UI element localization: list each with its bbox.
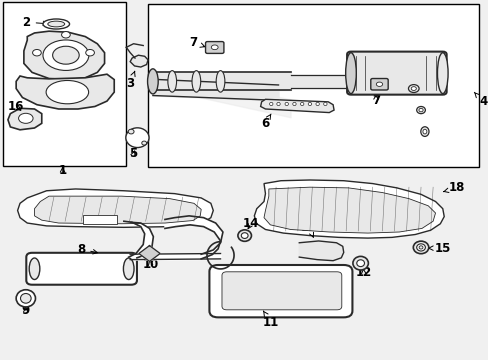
Text: 14: 14 (242, 217, 259, 230)
Bar (82, 215, 117, 224)
Ellipse shape (285, 102, 288, 105)
Ellipse shape (420, 127, 428, 136)
Bar (3, 3, 126, 166)
FancyBboxPatch shape (209, 265, 352, 318)
Polygon shape (264, 187, 435, 233)
Polygon shape (123, 221, 153, 258)
Text: 5: 5 (129, 147, 138, 160)
Polygon shape (16, 74, 114, 109)
Text: 13: 13 (300, 221, 316, 237)
Ellipse shape (323, 102, 326, 105)
FancyBboxPatch shape (205, 41, 224, 53)
Ellipse shape (43, 40, 89, 71)
Text: 16: 16 (7, 100, 24, 113)
Ellipse shape (422, 129, 426, 134)
Ellipse shape (345, 53, 356, 94)
Ellipse shape (269, 102, 272, 105)
Ellipse shape (147, 69, 158, 94)
Text: 9: 9 (21, 305, 30, 318)
Polygon shape (24, 31, 104, 80)
Ellipse shape (418, 246, 422, 249)
Text: 8: 8 (77, 243, 97, 256)
Ellipse shape (211, 45, 218, 50)
Polygon shape (18, 189, 213, 227)
Ellipse shape (352, 256, 367, 270)
Ellipse shape (241, 233, 247, 238)
Ellipse shape (20, 293, 31, 303)
Polygon shape (164, 216, 223, 259)
Ellipse shape (410, 87, 415, 90)
Ellipse shape (167, 71, 176, 92)
Text: 12: 12 (355, 266, 371, 279)
Polygon shape (130, 55, 148, 67)
Ellipse shape (48, 21, 64, 27)
Text: 4: 4 (473, 92, 486, 108)
Ellipse shape (276, 102, 280, 105)
Ellipse shape (416, 244, 425, 251)
Ellipse shape (29, 258, 40, 279)
Text: 7: 7 (189, 36, 204, 49)
FancyBboxPatch shape (370, 78, 387, 90)
Polygon shape (254, 180, 443, 238)
Ellipse shape (16, 290, 36, 307)
Ellipse shape (376, 82, 382, 86)
Ellipse shape (128, 129, 134, 134)
Text: 1: 1 (59, 164, 66, 177)
Ellipse shape (315, 102, 319, 105)
Polygon shape (260, 99, 333, 113)
Ellipse shape (61, 32, 70, 38)
Text: 11: 11 (263, 311, 279, 329)
FancyBboxPatch shape (222, 272, 341, 310)
Text: 3: 3 (126, 71, 135, 90)
Ellipse shape (300, 102, 303, 105)
Ellipse shape (416, 107, 425, 114)
Polygon shape (35, 196, 201, 224)
Text: 10: 10 (142, 258, 158, 271)
Ellipse shape (307, 102, 311, 105)
Ellipse shape (46, 81, 88, 104)
Ellipse shape (142, 141, 146, 145)
Ellipse shape (192, 71, 200, 92)
Text: 7: 7 (371, 94, 379, 107)
FancyBboxPatch shape (346, 51, 446, 95)
Ellipse shape (292, 102, 296, 105)
Ellipse shape (238, 230, 251, 241)
Ellipse shape (216, 71, 224, 92)
Polygon shape (139, 246, 160, 261)
Ellipse shape (418, 108, 422, 112)
Text: 2: 2 (22, 16, 47, 29)
Ellipse shape (123, 258, 134, 279)
Text: 6: 6 (260, 114, 270, 130)
Ellipse shape (53, 46, 79, 64)
Ellipse shape (407, 85, 418, 93)
Ellipse shape (85, 49, 94, 56)
Ellipse shape (437, 53, 447, 94)
FancyBboxPatch shape (26, 253, 137, 285)
Ellipse shape (33, 49, 41, 56)
Ellipse shape (43, 19, 69, 29)
Ellipse shape (356, 260, 364, 267)
Ellipse shape (125, 128, 149, 148)
Text: 18: 18 (443, 181, 465, 194)
Text: 15: 15 (427, 242, 450, 255)
Ellipse shape (19, 113, 33, 123)
Text: 17: 17 (51, 205, 77, 218)
Bar (148, 4, 478, 167)
Polygon shape (299, 241, 343, 261)
Ellipse shape (412, 241, 428, 254)
Polygon shape (8, 108, 41, 130)
